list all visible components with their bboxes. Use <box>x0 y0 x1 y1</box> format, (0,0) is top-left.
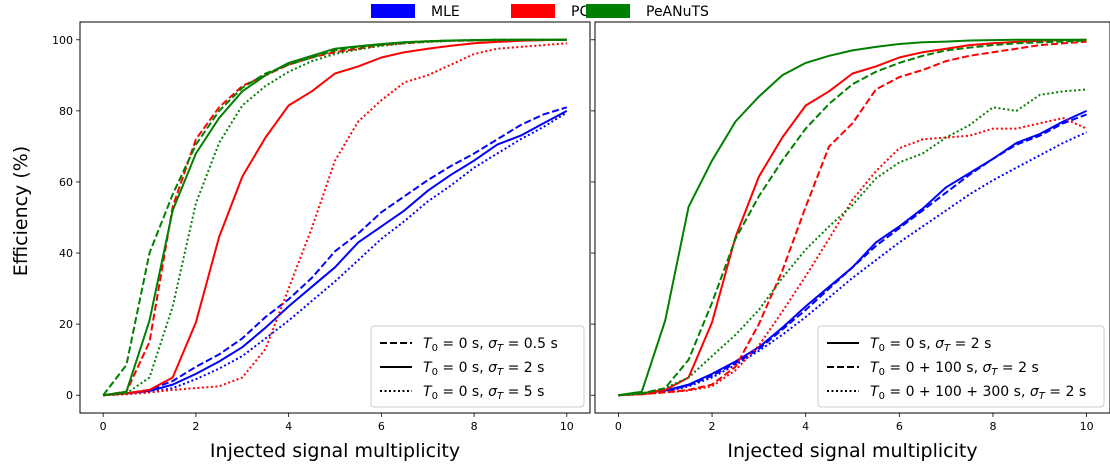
y-axis-label: Efficiency (%) <box>10 146 32 276</box>
series-peanuts-dotted <box>103 38 567 397</box>
x-tick-label: 2 <box>709 420 716 433</box>
series-mle-dotted <box>103 111 568 397</box>
legend-entry-label: T0 = 0 s, σT = 5 s <box>423 384 544 402</box>
plot-frame <box>594 21 1110 414</box>
right-panel: 0 2 4 6 8 10 Injected signal multiplicity T0 = … <box>591 21 1110 462</box>
method-legend: MLE PCA PeANuTS <box>371 4 709 20</box>
x-tick-label: 2 <box>192 420 199 433</box>
y-tick-label: 20 <box>59 318 73 331</box>
x-tick-label: 10 <box>560 420 574 433</box>
legend-label: MLE <box>431 4 460 20</box>
legend-swatch <box>511 4 555 18</box>
x-tick-label: 6 <box>378 420 385 433</box>
series-mle-solid <box>103 110 568 397</box>
y-tick-label: 80 <box>59 105 73 118</box>
x-tick-label: 6 <box>896 420 903 433</box>
series-pca-solid <box>103 38 567 397</box>
y-tick-label: 0 <box>66 389 73 402</box>
x-tick-label: 0 <box>100 420 107 433</box>
x-axis-label: Injected signal multiplicity <box>727 440 977 462</box>
x-tick-label: 4 <box>285 420 292 433</box>
legend-swatch <box>371 4 415 18</box>
series-pca-solid <box>618 38 1087 397</box>
line-style-legend: T0 = 0 s, σT = 0.5 s T0 = 0 s, σT = 2 s T0… <box>370 325 585 408</box>
legend-entry-label: T0 = 0 s, σT = 2 s <box>423 360 544 378</box>
series-peanuts-dotted <box>618 88 1087 397</box>
series-peanuts-dashed <box>618 39 1087 397</box>
y-tick-label: 40 <box>59 247 73 260</box>
x-axis-label: Injected signal multiplicity <box>210 440 460 462</box>
legend-item-mle: MLE <box>371 4 460 20</box>
y-tick-label: 60 <box>59 176 73 189</box>
legend-swatch <box>586 4 630 18</box>
series-peanuts-solid <box>618 38 1087 397</box>
x-tick-label: 4 <box>802 420 809 433</box>
y-tick-label: 100 <box>52 34 73 47</box>
legend-item-peanuts: PeANuTS <box>586 4 709 20</box>
series-peanuts-dashed <box>102 38 567 396</box>
legend-box <box>370 325 585 408</box>
series-pca-dotted <box>618 117 1088 397</box>
legend-label: PeANuTS <box>646 4 709 20</box>
line-style-legend: T0 = 0 s, σT = 2 s T0 = 0 + 100 s, σT = 2… <box>817 325 1105 408</box>
legend-box <box>817 325 1105 408</box>
legend-item-pca: PCA <box>511 4 599 20</box>
series-mle-dashed <box>103 106 568 397</box>
x-tick-label: 8 <box>989 420 996 433</box>
legend-entry-label: T0 = 0 + 100 s, σT = 2 s <box>870 360 1039 378</box>
series-pca-dashed <box>618 40 1087 397</box>
legend-entry-label: T0 = 0 s, σT = 2 s <box>870 336 991 354</box>
legend-entry-label: T0 = 0 + 100 + 300 s, σT = 2 s <box>870 384 1086 402</box>
series-mle-dashed <box>618 113 1087 397</box>
x-tick-label: 8 <box>471 420 478 433</box>
plot-frame <box>79 21 591 414</box>
legend-entry-label: T0 = 0 s, σT = 0.5 s <box>423 336 558 354</box>
x-tick-label: 0 <box>615 420 622 433</box>
series-pca-dotted <box>103 42 567 397</box>
x-tick-label: 10 <box>1080 420 1094 433</box>
